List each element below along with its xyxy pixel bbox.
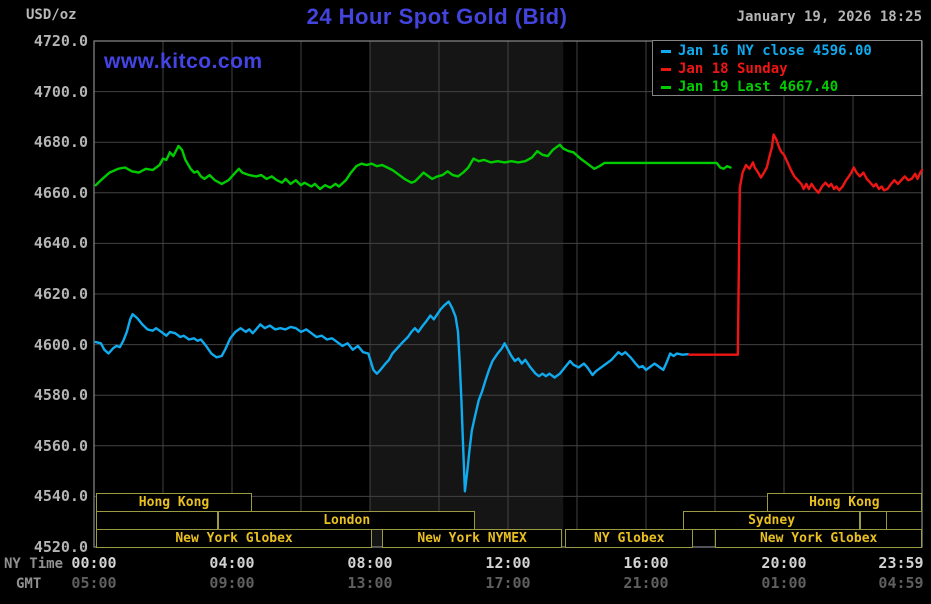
session-bar-new-york-globex: New York Globex: [715, 529, 922, 548]
ny-time-tick-label: 12:00: [485, 554, 531, 572]
ny-time-tick-label: 23:59: [878, 554, 924, 572]
datetime-label: January 19, 2026 18:25: [736, 9, 922, 25]
legend-dash-icon: [661, 85, 671, 89]
session-bar-empty: [96, 511, 219, 530]
gmt-tick-label: 13:00: [347, 574, 393, 592]
legend-item: Jan 16 NY close 4596.00: [661, 42, 921, 60]
ny-time-tick-label: 08:00: [347, 554, 393, 572]
gmt-tick-label: 17:00: [485, 574, 531, 592]
ny-time-tick-label: 20:00: [761, 554, 807, 572]
session-bar-new-york-globex: New York Globex: [96, 529, 373, 548]
series-line-0: [94, 300, 690, 493]
y-axis-units-label: USD/oz: [26, 7, 77, 23]
y-tick-label: 4600.0: [33, 335, 88, 354]
legend-item: Jan 19 Last 4667.40: [661, 78, 921, 96]
chart-legend: Jan 16 NY close 4596.00 Jan 18 Sunday Jan …: [652, 40, 922, 96]
y-tick-label: 4560.0: [33, 436, 88, 455]
legend-dash-icon: [661, 49, 671, 53]
y-tick-label: 4540.0: [33, 487, 88, 506]
session-bar-new-york-nymex: New York NYMEX: [382, 529, 563, 548]
legend-item-label: Jan 16 NY close 4596.00: [678, 43, 872, 59]
ny-time-axis-caption: NY Time: [4, 556, 64, 572]
kitco-watermark: www.kitco.com: [104, 50, 263, 73]
gmt-axis-caption: GMT: [16, 576, 42, 592]
session-bar-london: London: [218, 511, 476, 530]
session-bar-ny-globex: NY Globex: [565, 529, 694, 548]
y-tick-label: 4700.0: [33, 82, 88, 101]
series-line-2: [94, 143, 732, 191]
ny-time-tick-label: 00:00: [71, 554, 117, 572]
page-title: 24 Hour Spot Gold (Bid): [306, 4, 568, 29]
legend-item-label: Jan 19 Last 4667.40: [678, 79, 839, 95]
gmt-tick-label: 09:00: [209, 574, 255, 592]
legend-item: Jan 18 Sunday: [661, 60, 921, 78]
ny-time-tick-label: 04:00: [209, 554, 255, 572]
ny-time-tick-label: 16:00: [623, 554, 669, 572]
session-bar-empty: [859, 511, 888, 530]
y-tick-label: 4580.0: [33, 386, 88, 405]
legend-item-label: Jan 18 Sunday: [678, 61, 788, 77]
gmt-tick-label: 21:00: [623, 574, 669, 592]
session-bar-sydney: Sydney: [683, 511, 860, 530]
session-bar-hong-kong: Hong Kong: [96, 493, 252, 512]
gmt-tick-label: 05:00: [71, 574, 117, 592]
y-tick-label: 4620.0: [33, 285, 88, 303]
series-line-1: [687, 133, 924, 356]
gmt-tick-label: 04:59: [878, 574, 924, 592]
y-tick-label: 4520.0: [33, 538, 88, 556]
y-tick-label: 4660.0: [33, 183, 88, 202]
legend-dash-icon: [661, 67, 671, 71]
y-tick-label: 4720.0: [33, 32, 88, 50]
y-tick-label: 4680.0: [33, 133, 88, 152]
session-bar-hong-kong: Hong Kong: [766, 493, 922, 512]
y-tick-label: 4640.0: [33, 234, 88, 253]
gmt-tick-label: 01:00: [761, 574, 807, 592]
